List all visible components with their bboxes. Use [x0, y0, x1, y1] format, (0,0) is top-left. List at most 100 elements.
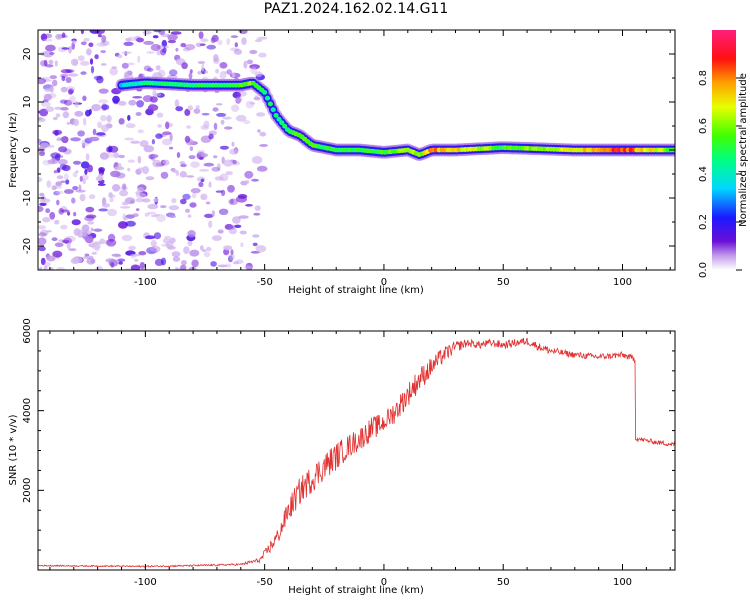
y-tick-label: 6000 — [22, 318, 33, 343]
noise-blob — [105, 258, 116, 263]
colorbar-tick-label: 0.6 — [698, 118, 709, 134]
noise-blob — [110, 261, 115, 268]
noise-blob — [49, 52, 55, 55]
x-tick-label: 0 — [381, 277, 387, 288]
noise-blob — [156, 112, 164, 118]
noise-blob — [97, 121, 103, 129]
noise-blob — [232, 216, 241, 224]
noise-blob — [72, 172, 78, 178]
noise-blob — [99, 152, 109, 160]
noise-blob — [68, 46, 72, 54]
noise-blob — [112, 95, 120, 104]
noise-blob — [239, 230, 247, 235]
colorbar-label: Normalized spectral amplitude — [738, 73, 749, 227]
noise-blob — [86, 164, 93, 173]
noise-blob — [80, 30, 84, 35]
noise-blob — [40, 101, 51, 107]
noise-blob — [76, 229, 88, 237]
noise-blob — [127, 167, 131, 172]
noise-blob — [221, 189, 226, 196]
noise-blob — [45, 64, 54, 68]
noise-blob — [179, 171, 187, 178]
noise-blob — [38, 177, 43, 183]
noise-blob — [38, 138, 42, 144]
noise-blob — [167, 40, 176, 44]
noise-blob — [186, 175, 195, 178]
noise-blob — [125, 267, 132, 270]
noise-blob — [94, 54, 99, 60]
noise-blob — [153, 213, 161, 217]
noise-blob — [142, 30, 151, 36]
noise-blob — [65, 69, 74, 73]
noise-blob — [225, 171, 233, 176]
noise-blob — [91, 242, 101, 250]
noise-blob — [180, 260, 187, 266]
noise-blob — [243, 60, 248, 69]
x-tick-label: 50 — [497, 577, 510, 588]
noise-blob — [203, 120, 210, 129]
noise-blob — [235, 114, 247, 122]
noise-blob — [198, 181, 204, 188]
noise-blob — [208, 133, 214, 140]
noise-blob — [171, 169, 179, 173]
noise-blob — [101, 203, 111, 208]
noise-blob — [235, 96, 242, 104]
noise-blob — [75, 170, 79, 173]
noise-blob — [130, 254, 136, 259]
noise-blob — [39, 198, 51, 204]
noise-blob — [230, 249, 234, 256]
y-tick-label: 10 — [22, 96, 33, 109]
noise-blob — [55, 33, 63, 40]
noise-blob — [61, 239, 70, 244]
noise-blob — [240, 242, 244, 248]
x-tick-label: 100 — [613, 277, 632, 288]
noise-blob — [230, 199, 234, 204]
noise-blob — [121, 234, 133, 242]
noise-blob — [215, 190, 223, 193]
noise-blob — [61, 32, 66, 38]
noise-blob — [256, 36, 268, 40]
noise-blob — [74, 100, 79, 108]
noise-blob — [211, 210, 216, 217]
noise-blob — [123, 41, 134, 46]
noise-blob — [245, 204, 253, 207]
noise-blob — [256, 165, 268, 172]
noise-blob — [157, 124, 162, 128]
noise-blob — [147, 67, 154, 72]
noise-blob — [172, 256, 181, 262]
noise-blob — [135, 192, 147, 199]
noise-blob — [38, 266, 43, 270]
noise-blob — [98, 208, 109, 212]
noise-blob — [128, 245, 136, 251]
noise-blob — [257, 129, 261, 133]
noise-blob — [53, 116, 58, 121]
noise-blob — [56, 175, 64, 180]
x-tick-label: -100 — [134, 277, 157, 288]
noise-blob — [153, 92, 162, 97]
noise-blob — [187, 239, 193, 247]
noise-blob — [69, 95, 76, 103]
noise-blob — [108, 194, 116, 198]
noise-blob — [222, 116, 232, 120]
colorbar-gradient — [712, 30, 736, 270]
noise-blob — [97, 34, 102, 38]
noise-blob — [49, 211, 56, 220]
ridge-core — [270, 107, 276, 113]
noise-blob — [88, 136, 100, 142]
noise-blob — [215, 103, 223, 106]
noise-blob — [201, 112, 210, 116]
noise-blob — [213, 122, 218, 131]
noise-blob — [147, 104, 159, 111]
noise-blob — [72, 186, 79, 191]
noise-blob — [223, 159, 233, 167]
noise-blob — [244, 180, 250, 184]
noise-blob — [147, 211, 157, 215]
noise-blob — [56, 190, 64, 195]
noise-blob — [111, 66, 117, 69]
noise-blob — [160, 257, 167, 266]
noise-blob — [145, 176, 155, 181]
noise-blob — [199, 43, 206, 46]
noise-blob — [156, 45, 165, 50]
noise-blob — [96, 132, 106, 136]
noise-blob — [84, 253, 90, 257]
